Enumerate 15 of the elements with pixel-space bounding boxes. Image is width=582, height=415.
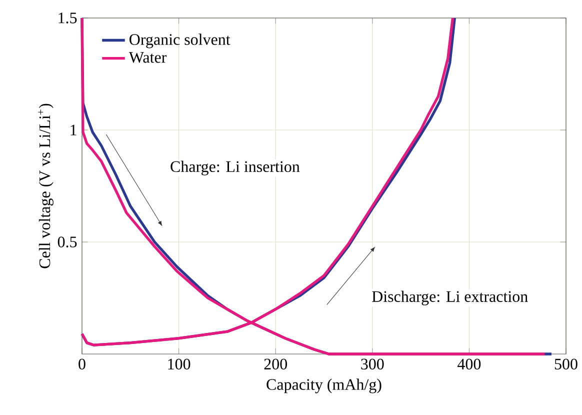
annotation: Charge: Li insertion: [170, 160, 300, 176]
x-tick-label: 400: [458, 358, 481, 370]
x-tick-label: 200: [264, 358, 287, 370]
x-tick-label: 100: [168, 358, 190, 370]
legend-label: Organic solvent: [130, 34, 230, 48]
x-tick-label: 500: [554, 358, 578, 370]
x-tick-label: 300: [361, 358, 384, 370]
x-tick-label: 0: [78, 358, 86, 370]
x-axis-title: Capacity (mAh/g): [266, 378, 382, 394]
y-tick-label: 0.5: [58, 236, 77, 248]
annotation: Discharge: Li extraction: [372, 290, 528, 306]
y-tick-label: 1: [70, 124, 76, 136]
y-tick-label: 1.5: [58, 12, 77, 24]
y-axis-title: Cell voltage (V vs Li/Li$^{+}$): [38, 104, 54, 268]
legend-label: Water: [128, 52, 167, 63]
